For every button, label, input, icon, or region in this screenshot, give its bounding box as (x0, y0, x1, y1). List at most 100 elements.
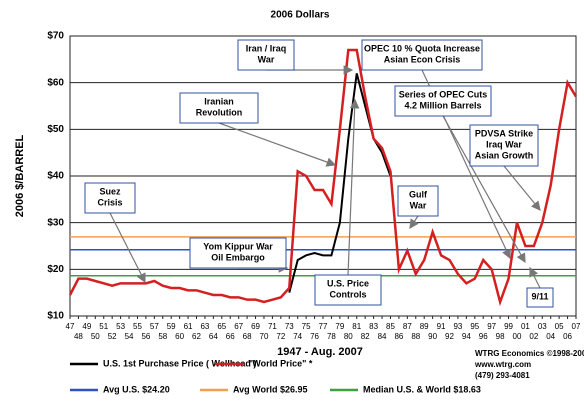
x-tick-label: 93 (453, 322, 462, 331)
x-tick-label: 97 (487, 322, 496, 331)
annotation-arrow (218, 122, 337, 167)
annotation-text: PDVSA Strike (475, 128, 533, 138)
x-tick-label: 69 (251, 322, 260, 331)
annotation-text: Iranian (204, 96, 234, 106)
series-line (288, 73, 392, 293)
x-tick-label: 77 (319, 322, 328, 331)
x-tick-label: 48 (74, 332, 83, 341)
annotation-text: Crisis (97, 197, 122, 207)
legend-label: "World Price" * (248, 358, 313, 368)
x-tick-label: 74 (293, 332, 302, 341)
annotation-text: 4.2 Million Barrels (404, 100, 481, 110)
x-tick-label: 67 (234, 322, 243, 331)
annotation-text: Yom Kippur War (203, 241, 273, 251)
x-axis-label: 1947 - Aug. 2007 (277, 346, 363, 358)
annotation-box (526, 287, 554, 308)
x-tick-label: 96 (479, 332, 488, 341)
x-tick-label: 85 (386, 322, 395, 331)
x-tick-label: 04 (546, 332, 555, 341)
legend-label: Avg U.S. $24.20 (103, 384, 170, 394)
y-tick-label: $70 (47, 31, 64, 42)
annotation-box (397, 185, 439, 217)
x-tick-label: 07 (572, 322, 581, 331)
x-tick-label: 54 (125, 332, 134, 341)
x-tick-label: 63 (200, 322, 209, 331)
annotation-arrow (109, 212, 146, 284)
annotation-box (179, 92, 259, 124)
y-axis-label: 2006 $/BARREL (14, 134, 26, 217)
x-tick-label: 71 (268, 322, 277, 331)
x-tick-label: 00 (513, 332, 522, 341)
x-tick-label: 56 (141, 332, 150, 341)
x-tick-label: 55 (133, 322, 142, 331)
series-line (68, 48, 578, 307)
x-tick-label: 94 (462, 332, 471, 341)
x-tick-label: 58 (158, 332, 167, 341)
x-tick-label: 52 (108, 332, 117, 341)
x-tick-label: 59 (167, 322, 176, 331)
legend-label: U.S. 1st Purchase Price ( Wellhead ) (103, 358, 256, 368)
credit: WTRG Economics ©1998-2007 (475, 349, 584, 358)
annotation-box (469, 124, 539, 167)
annotation-text: 9/11 (531, 291, 548, 301)
x-tick-label: 84 (378, 332, 387, 341)
annotation-box (394, 85, 492, 117)
x-tick-label: 62 (192, 332, 201, 341)
annotation-text: Iraq War (486, 139, 522, 149)
annotation-arrow (409, 215, 419, 229)
annotation-text: War (410, 200, 427, 210)
x-tick-label: 61 (184, 322, 193, 331)
x-tick-label: 95 (470, 322, 479, 331)
x-tick-label: 49 (82, 322, 91, 331)
x-tick-label: 98 (496, 332, 505, 341)
annotation-text: Controls (330, 289, 367, 299)
x-tick-label: 65 (217, 322, 226, 331)
x-tick-label: 89 (420, 322, 429, 331)
y-tick-label: $10 (47, 311, 64, 322)
x-tick-label: 60 (175, 332, 184, 341)
legend-label: Median U.S. & World $18.63 (363, 384, 481, 394)
x-tick-label: 75 (302, 322, 311, 331)
annotation-arrow (347, 98, 360, 276)
x-tick-label: 76 (310, 332, 319, 341)
annotation-box (84, 182, 136, 214)
y-tick-label: $60 (47, 77, 64, 88)
x-tick-label: 81 (352, 322, 361, 331)
x-tick-label: 99 (504, 322, 513, 331)
annotation-arrow (529, 266, 541, 289)
annotation-arrow (442, 115, 526, 264)
x-tick-label: 90 (428, 332, 437, 341)
x-tick-label: 86 (394, 332, 403, 341)
x-tick-label: 73 (285, 322, 294, 331)
annotation-box (314, 274, 382, 306)
x-tick-label: 80 (344, 332, 353, 341)
y-tick-label: $40 (47, 171, 64, 182)
y-tick-label: $20 (47, 264, 64, 275)
annotation-arrow (503, 165, 541, 211)
x-tick-label: 02 (529, 332, 538, 341)
annotation-box (361, 39, 483, 71)
x-tick-label: 87 (403, 322, 412, 331)
x-tick-label: 47 (66, 322, 75, 331)
annotation-text: Asian Econ Crisis (384, 54, 461, 64)
x-tick-label: 57 (150, 322, 159, 331)
x-tick-label: 53 (116, 322, 125, 331)
x-tick-label: 64 (209, 332, 218, 341)
x-tick-label: 01 (521, 322, 530, 331)
annotation-text: Gulf (409, 189, 428, 199)
y-tick-label: $30 (47, 217, 64, 228)
credit: www.wtrg.com (474, 360, 531, 369)
annotation-text: Series of OPEC Cuts (399, 89, 488, 99)
annotation-text: U.S. Price (327, 278, 369, 288)
legend-label: Avg World $26.95 (233, 384, 308, 394)
annotation-box (189, 237, 287, 269)
x-tick-label: 72 (276, 332, 285, 341)
x-tick-label: 03 (538, 322, 547, 331)
annotation-text: OPEC 10 % Quota Increase (364, 43, 480, 53)
annotation-text: War (258, 54, 275, 64)
annotation-text: Suez (99, 186, 121, 196)
x-tick-label: 66 (226, 332, 235, 341)
x-tick-label: 88 (411, 332, 420, 341)
x-tick-label: 91 (437, 322, 446, 331)
